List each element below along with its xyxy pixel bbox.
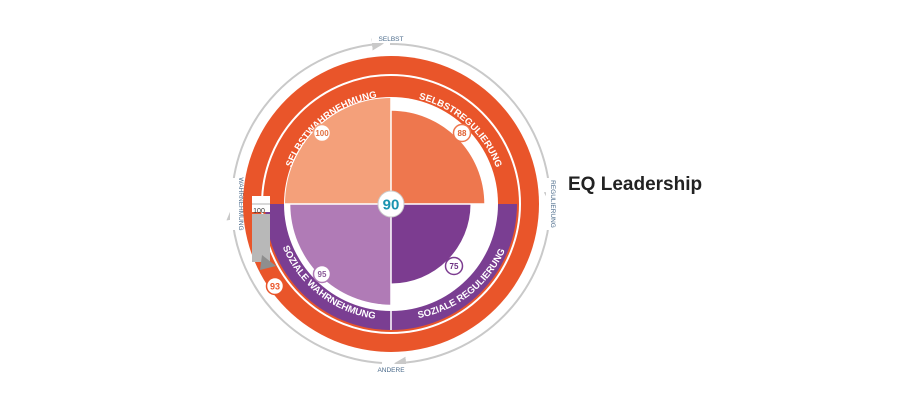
total-score-badge bbox=[377, 190, 405, 218]
cycle-arrow-bottom-right bbox=[394, 209, 551, 369]
total-score: 90 bbox=[383, 197, 400, 214]
score-badge-selbstwahrnehmung: 100 bbox=[312, 123, 332, 143]
score-soziale-regulierung: 75 bbox=[450, 262, 459, 271]
cycle-arrows bbox=[226, 38, 556, 369]
quadrant-wedges bbox=[285, 98, 485, 305]
axis-label-left: WAHRNEHMUNG bbox=[237, 177, 244, 230]
gauge-fill bbox=[252, 214, 270, 262]
score-soziale-wahrnehmung: 95 bbox=[318, 270, 327, 279]
axis-label-bottom: ANDERE bbox=[377, 367, 405, 374]
quadrant-wedge-selbstwahrnehmung bbox=[285, 98, 391, 204]
cycle-arrow-top-right bbox=[389, 43, 556, 204]
motivation-label: MOTIVATION bbox=[363, 2, 428, 19]
score-badge-soziale-regulierung: 75 bbox=[444, 256, 464, 276]
page-title: EQ Leadership bbox=[568, 174, 703, 195]
score-badge-soziale-wahrnehmung: 95 bbox=[312, 264, 332, 284]
gauge-pointer bbox=[260, 255, 276, 270]
motivation-score-badge bbox=[265, 276, 285, 296]
score-selbstwahrnehmung: 100 bbox=[315, 129, 329, 138]
quadrant-wedge-selbstregulierung bbox=[391, 110, 485, 204]
motivation-score: 93 bbox=[270, 282, 280, 292]
motivation-gauge: 0 100 93 bbox=[252, 196, 285, 296]
axis-label-right: REGULIERUNG bbox=[549, 180, 556, 228]
score-badge-selbstregulierung: 88 bbox=[452, 123, 472, 143]
score-selbstregulierung: 88 bbox=[458, 129, 467, 138]
cycle-arrow-bottom-left bbox=[226, 208, 383, 364]
axis-label-top: SELBST bbox=[379, 36, 404, 43]
gauge-scale-min: 0 bbox=[256, 197, 260, 204]
quadrant-wedge-soziale-wahrnehmung bbox=[290, 204, 391, 305]
quadrant-wedge-soziale-regulierung bbox=[391, 204, 471, 284]
gauge-scale-max: 100 bbox=[253, 208, 265, 215]
cycle-arrow-top-left bbox=[231, 38, 384, 197]
